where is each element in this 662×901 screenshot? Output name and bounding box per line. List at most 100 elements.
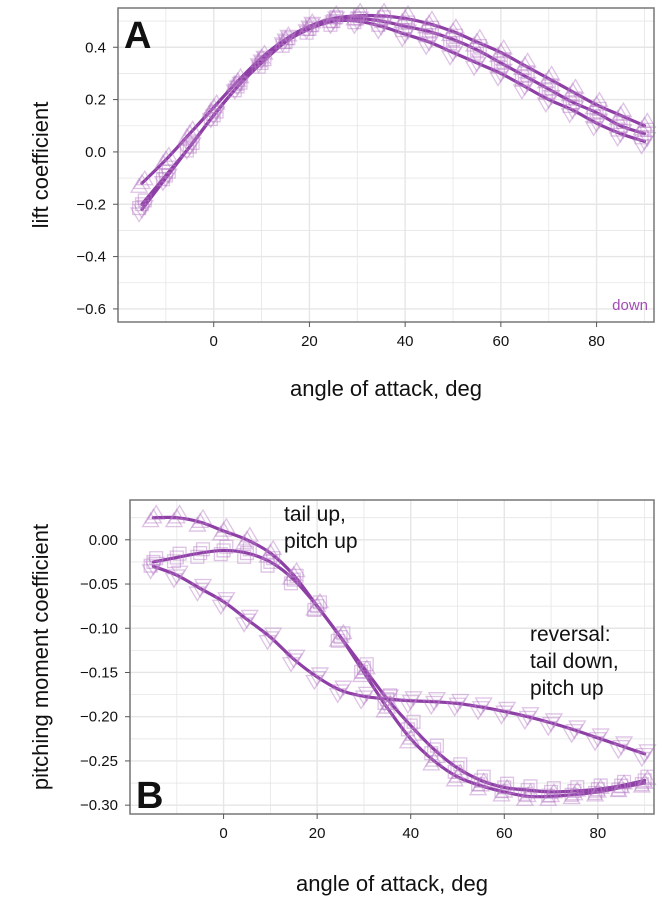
panel-b-marker-triangle-up xyxy=(141,511,160,528)
panel-b-marker-triangle-up xyxy=(565,784,584,801)
panel-b-marker-triangle-up xyxy=(518,786,537,803)
panel-a-marker-triangle-up xyxy=(417,17,436,34)
panel-b-marker-triangle-down xyxy=(518,710,537,727)
panel-b-marker-square xyxy=(146,554,161,569)
panel-b-marker-triangle-up xyxy=(305,600,324,616)
panel-a-marker-triangle-down xyxy=(177,144,197,161)
panel-b-marker-triangle-up xyxy=(188,516,207,532)
panel-a-marker-square xyxy=(230,79,245,94)
panel-a-marker-triangle-up xyxy=(539,68,558,85)
panel-b-fit-curves xyxy=(151,515,647,799)
panel-b-marker-square xyxy=(193,546,208,561)
panel-a-marker-triangle-up xyxy=(153,153,173,170)
annotation-reversal-line-2: tail down, xyxy=(530,650,619,673)
panel-b-marker-square xyxy=(494,784,509,799)
panel-b-marker-triangle-up xyxy=(568,781,587,797)
panel-b-marker-square xyxy=(429,738,444,753)
panel-a-background xyxy=(118,8,654,322)
panel-b-ytick-label: −0.30 xyxy=(80,797,118,814)
panel-a-marker-triangle-up xyxy=(345,9,364,26)
panel-b-marker-triangle-up xyxy=(378,698,397,714)
panel-b-marker-square xyxy=(213,547,228,562)
panel-a-marker-triangle-down xyxy=(440,50,460,66)
panel-a-marker-triangle-up xyxy=(536,72,555,89)
panel-a-marker-triangle-up xyxy=(614,101,633,118)
panel-a-marker-triangle-down xyxy=(345,19,364,35)
panel-a-marker-triangle-up xyxy=(464,36,484,52)
panel-a-marker-triangle-down xyxy=(276,33,295,50)
panel-a-marker-triangle-up xyxy=(491,42,510,59)
panel-a-marker-triangle-up xyxy=(560,85,579,102)
panel-b-marker-triangle-up xyxy=(468,779,488,796)
panel-b-ytick-label: −0.10 xyxy=(80,620,118,637)
panel-b-marker-triangle-down xyxy=(334,680,353,697)
panel-b-marker-triangle-up xyxy=(614,774,634,790)
panel-b-marker-triangle-down xyxy=(515,714,535,731)
panel-a-marker-triangle-up xyxy=(635,116,654,132)
panel-a-marker-triangle-down xyxy=(183,137,202,153)
panel-b-marker-triangle-down xyxy=(191,582,210,599)
panel-b-marker-square xyxy=(611,782,626,797)
panel-b-marker-triangle-down xyxy=(638,744,657,760)
panel-a-marker-triangle-up xyxy=(611,105,630,122)
panel-b-marker-square xyxy=(283,576,298,591)
panel-b-marker-triangle-down xyxy=(632,751,651,768)
panel-a-marker-triangle-down xyxy=(518,76,537,93)
panel-b-marker-square xyxy=(567,783,582,799)
panel-a-marker-triangle-down xyxy=(351,11,370,27)
panel-a-marker-square xyxy=(568,91,583,106)
panel-a-marker-triangle-down xyxy=(467,57,487,73)
panel-a-marker-triangle-down xyxy=(419,36,439,52)
panel-b-marker-triangle-up xyxy=(521,782,540,799)
panel-b-marker-triangle-up xyxy=(331,627,350,643)
panel-b-marker-triangle-up xyxy=(492,785,511,802)
panel-b-ytick-label: 0.00 xyxy=(89,532,118,549)
panel-a-xtick-label: 40 xyxy=(397,333,414,350)
panel-b-marker-triangle-up xyxy=(638,769,657,786)
panel-b-marker-triangle-down xyxy=(237,613,257,630)
panel-b-marker-triangle-up xyxy=(310,592,330,609)
panel-a-marker-triangle-down xyxy=(279,29,298,46)
panel-b-marker-square xyxy=(377,695,392,710)
panel-b-marker-square xyxy=(523,779,538,794)
panel-a-marker-square xyxy=(350,11,365,26)
panel-a-marker-square xyxy=(326,14,341,29)
panel-a-xtick-label: 20 xyxy=(301,333,318,350)
panel-a-marker-triangle-down xyxy=(153,176,173,192)
panel-b-marker-triangle-up xyxy=(258,547,277,563)
panel-b-marker-triangle-up xyxy=(544,782,564,799)
panel-b-marker-triangle-down xyxy=(211,599,230,616)
panel-a-marker-square xyxy=(538,85,553,100)
panel-b-marker-triangle-down xyxy=(214,595,233,612)
panel-b-marker-triangle-up xyxy=(445,770,464,787)
panel-b-marker-square xyxy=(427,742,442,757)
panel-a-marker-triangle-up xyxy=(419,14,439,30)
panel-a-marker-triangle-down xyxy=(464,60,484,77)
panel-a-marker-square xyxy=(517,68,532,84)
panel-b-marker-square xyxy=(617,774,632,789)
panel-a-marker-square xyxy=(377,10,392,25)
panel-a-marker-triangle-up xyxy=(324,8,343,25)
panel-b-marker-triangle-down xyxy=(328,688,347,704)
panel-a-marker-triangle-up xyxy=(225,75,244,91)
panel-b-marker-triangle-down xyxy=(167,569,186,585)
panel-a-marker-square xyxy=(616,114,631,130)
panel-a-marker-triangle-down xyxy=(536,97,555,114)
panel-b-marker-triangle-up xyxy=(539,790,558,806)
panel-b-marker-triangle-down xyxy=(331,684,350,700)
panel-a-marker-triangle-down xyxy=(614,123,633,140)
panel-a-marker-triangle-down xyxy=(542,89,561,106)
panel-a-marker-square xyxy=(233,75,248,90)
panel-b-marker-triangle-down xyxy=(305,674,324,691)
panel-b-marker-triangle-down xyxy=(380,689,400,705)
panel-b-marker-square xyxy=(260,558,275,573)
panel-b-xtick-label: 60 xyxy=(496,825,513,842)
panel-b-marker-triangle-up xyxy=(495,782,514,798)
panel-b-marker-square xyxy=(330,633,345,648)
panel-b-marker-triangle-up xyxy=(471,776,491,792)
panel-a-marker-triangle-down xyxy=(324,15,343,31)
panel-b-marker-square xyxy=(266,551,281,566)
panel-b-marker-square xyxy=(544,784,559,799)
panel-b-marker-square xyxy=(263,554,278,569)
panel-a-marker-triangle-up xyxy=(231,67,250,84)
